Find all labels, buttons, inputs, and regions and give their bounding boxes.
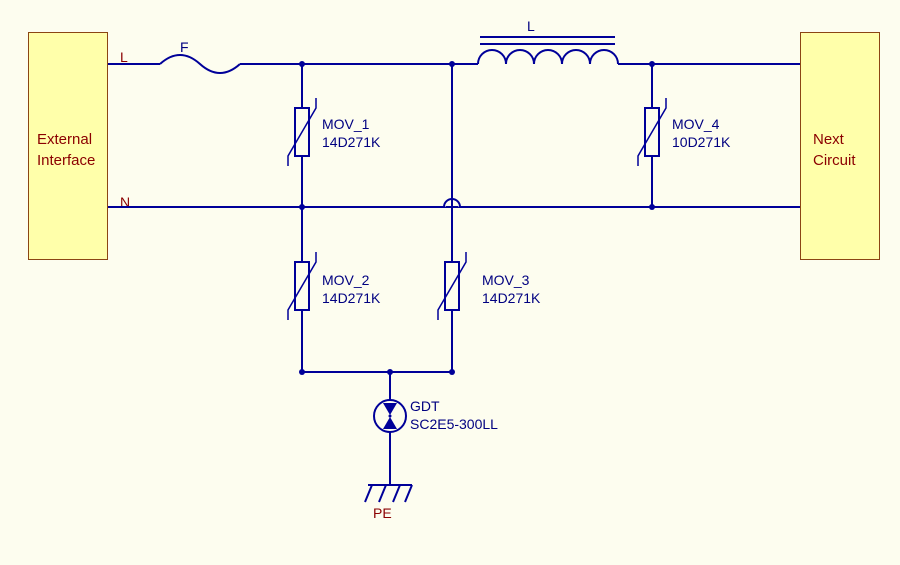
schematic-svg: [0, 0, 900, 565]
